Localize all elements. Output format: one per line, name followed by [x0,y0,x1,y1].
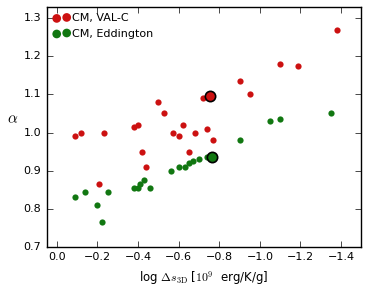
CM, Eddington [267,119,273,123]
CM, VAL-C [210,138,216,143]
Point [207,94,213,98]
CM, VAL-C [162,111,167,116]
CM, VAL-C [155,100,161,104]
CM, VAL-C [186,149,192,154]
CM, Eddington [196,157,202,162]
CM, Eddington [176,164,181,169]
CM, Eddington [99,220,105,225]
CM, Eddington [328,111,334,116]
CM, Eddington [105,189,110,194]
CM, VAL-C [204,126,210,131]
CM, VAL-C [100,130,106,135]
CM, Eddington [167,168,173,173]
CM, VAL-C [139,149,145,154]
CM, VAL-C [135,123,141,127]
CM, VAL-C [247,92,253,97]
CM, VAL-C [237,79,243,83]
CM, VAL-C [143,164,149,169]
CM, Eddington [135,186,141,190]
CM, VAL-C [96,182,102,186]
CM, VAL-C [192,130,198,135]
Legend: CM, VAL-C, CM, Eddington: CM, VAL-C, CM, Eddington [52,12,155,40]
CM, Eddington [141,178,147,183]
X-axis label: log $\Delta s_{\mathrm{3D}}$ [$10^{9}$  erg/K/g]: log $\Delta s_{\mathrm{3D}}$ [$10^{9}$ e… [139,269,269,287]
CM, VAL-C [131,124,137,129]
CM, VAL-C [334,27,340,32]
CM, Eddington [277,117,283,121]
CM, VAL-C [176,134,181,139]
CM, VAL-C [296,64,301,68]
CM, Eddington [82,189,88,194]
CM, Eddington [147,186,153,190]
CM, VAL-C [277,61,283,66]
CM, VAL-C [72,134,78,139]
CM, Eddington [182,164,188,169]
CM, Eddington [204,155,210,160]
CM, VAL-C [78,130,84,135]
CM, VAL-C [200,96,206,101]
Y-axis label: $\alpha$: $\alpha$ [7,112,18,127]
CM, Eddington [131,186,137,190]
CM, Eddington [190,159,196,163]
CM, Eddington [186,161,192,165]
Point [209,155,215,160]
CM, VAL-C [170,130,176,135]
CM, Eddington [137,182,143,186]
CM, Eddington [237,138,243,143]
CM, Eddington [95,203,100,207]
CM, Eddington [72,195,78,200]
CM, VAL-C [180,123,185,127]
